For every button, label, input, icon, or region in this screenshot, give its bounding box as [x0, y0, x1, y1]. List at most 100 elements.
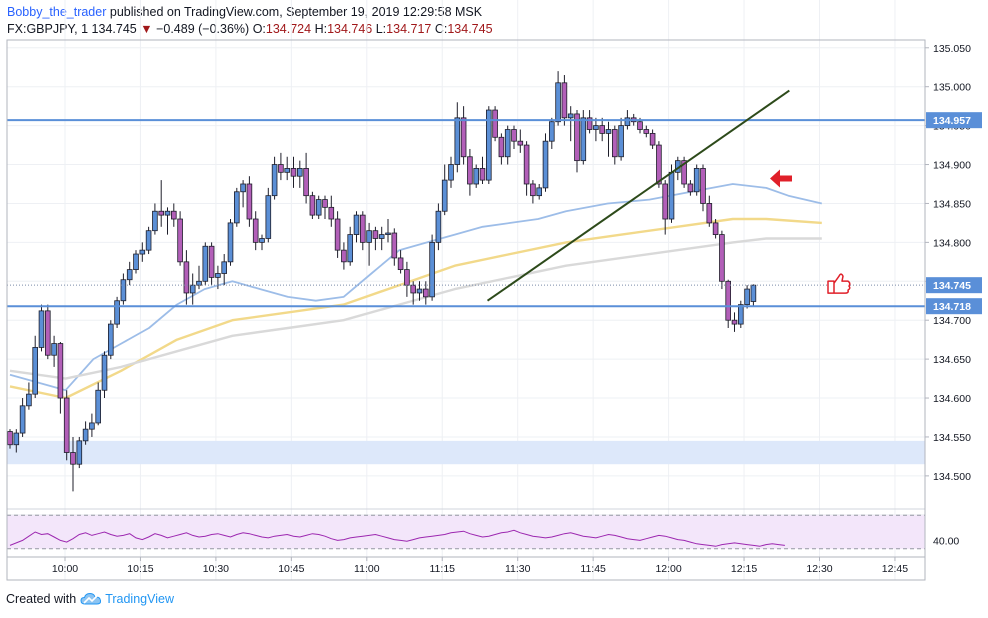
candle-body	[309, 195, 316, 216]
down-candle	[170, 203, 177, 227]
up-candle	[618, 117, 624, 161]
support-zone	[7, 440, 925, 465]
x-tick-label: 11:00	[354, 563, 380, 575]
y-tick-label: 134.500	[933, 471, 971, 483]
candle-body	[45, 310, 51, 356]
y-tick-label: 134.900	[933, 160, 971, 172]
up-candle	[13, 429, 20, 453]
candle-body	[549, 121, 555, 142]
x-tick-label: 10:15	[127, 563, 153, 575]
down-candle	[712, 219, 719, 239]
tradingview-brand: TradingView	[105, 592, 174, 606]
candle-body	[177, 218, 183, 263]
up-candle	[284, 156, 290, 181]
up-candle	[542, 133, 549, 192]
open-value: 134.724	[265, 22, 312, 36]
candle-body	[649, 132, 656, 146]
up-candle	[271, 156, 278, 200]
down-candle	[700, 164, 706, 212]
y-tick-label: 134.800	[933, 237, 971, 249]
candle-body	[353, 214, 360, 235]
published-text: published on TradingView.com, September …	[109, 5, 483, 19]
x-tick-label: 12:15	[731, 563, 757, 575]
candle-body	[410, 284, 416, 294]
candle-body	[120, 279, 127, 302]
candle-body	[101, 354, 108, 391]
up-candle	[89, 413, 95, 437]
thumb-shape	[827, 273, 851, 294]
candle-body	[504, 129, 511, 158]
candle-body	[536, 187, 542, 197]
footer: Created with TradingView	[6, 592, 174, 606]
last-price: 134.745	[91, 22, 137, 36]
low-value: 134.717	[386, 22, 432, 36]
candle-body	[725, 280, 731, 321]
candle-body	[32, 347, 38, 395]
candle-body	[51, 343, 57, 356]
candle-body	[555, 82, 561, 123]
up-candle	[750, 284, 757, 307]
candle-body	[599, 125, 605, 134]
up-candle	[441, 164, 448, 216]
open-label: O:	[252, 22, 266, 36]
candle-body	[278, 164, 284, 173]
candle-body	[567, 113, 574, 119]
down-candle	[7, 429, 13, 449]
down-candle	[57, 341, 64, 414]
author-link[interactable]: Bobby_the_trader	[7, 5, 107, 19]
down-candle	[643, 125, 650, 138]
down-candle	[599, 117, 605, 142]
support-price-label: 134.718	[933, 301, 971, 313]
up-candle	[202, 242, 209, 286]
candle-body	[164, 210, 171, 216]
down-candle	[586, 110, 593, 134]
down-candle	[397, 250, 404, 274]
candle-body	[366, 230, 372, 243]
up-candle	[435, 203, 442, 251]
candle-body	[448, 164, 454, 181]
down-candle	[530, 180, 536, 204]
candle-body	[265, 195, 272, 239]
cloud-icon	[80, 592, 102, 605]
y-tick-label: 134.700	[933, 315, 971, 327]
x-tick-label: 11:30	[505, 563, 531, 575]
candle-body	[605, 129, 612, 134]
down-candle	[290, 156, 297, 188]
candle-body	[26, 393, 32, 407]
up-candle	[38, 304, 45, 352]
time-axis[interactable]: 10:00 10:15 10:30 10:45 11:00 11:15 11:30 11:45…	[52, 557, 908, 575]
up-candle	[108, 320, 114, 360]
candle-body	[580, 117, 587, 162]
candle-body	[334, 218, 341, 251]
x-tick-label: 10:45	[278, 563, 304, 575]
candle-body	[215, 273, 221, 278]
arrow-shape	[770, 169, 792, 188]
tradingview-logo[interactable]: TradingView	[80, 592, 174, 606]
candle-body	[133, 253, 139, 271]
down-candle	[404, 261, 410, 297]
moving-average-line	[9, 237, 822, 380]
candle-body	[460, 117, 467, 158]
created-with-text: Created with	[6, 592, 77, 606]
up-candle	[133, 250, 139, 274]
price-chart[interactable]: 135.050135.000134.950134.900134.850134.8…	[0, 0, 988, 590]
down-candle	[309, 191, 316, 220]
candle-body	[498, 136, 505, 158]
rsi-pane	[7, 508, 925, 550]
down-candle	[183, 250, 190, 305]
up-candle	[76, 436, 83, 469]
trend-line[interactable]	[486, 89, 790, 302]
down-candle	[158, 180, 165, 227]
candle-body	[89, 422, 95, 430]
candle-body	[63, 397, 70, 453]
y-tick-label: 135.000	[933, 82, 971, 94]
up-candle	[221, 254, 228, 286]
candle-body	[208, 245, 215, 278]
down-candle	[492, 106, 498, 142]
y-tick-label: 134.550	[933, 432, 971, 444]
x-tick-label: 12:00	[655, 563, 681, 575]
up-candle	[95, 382, 102, 426]
down-candle	[322, 195, 328, 220]
x-tick-label: 10:00	[52, 563, 78, 575]
